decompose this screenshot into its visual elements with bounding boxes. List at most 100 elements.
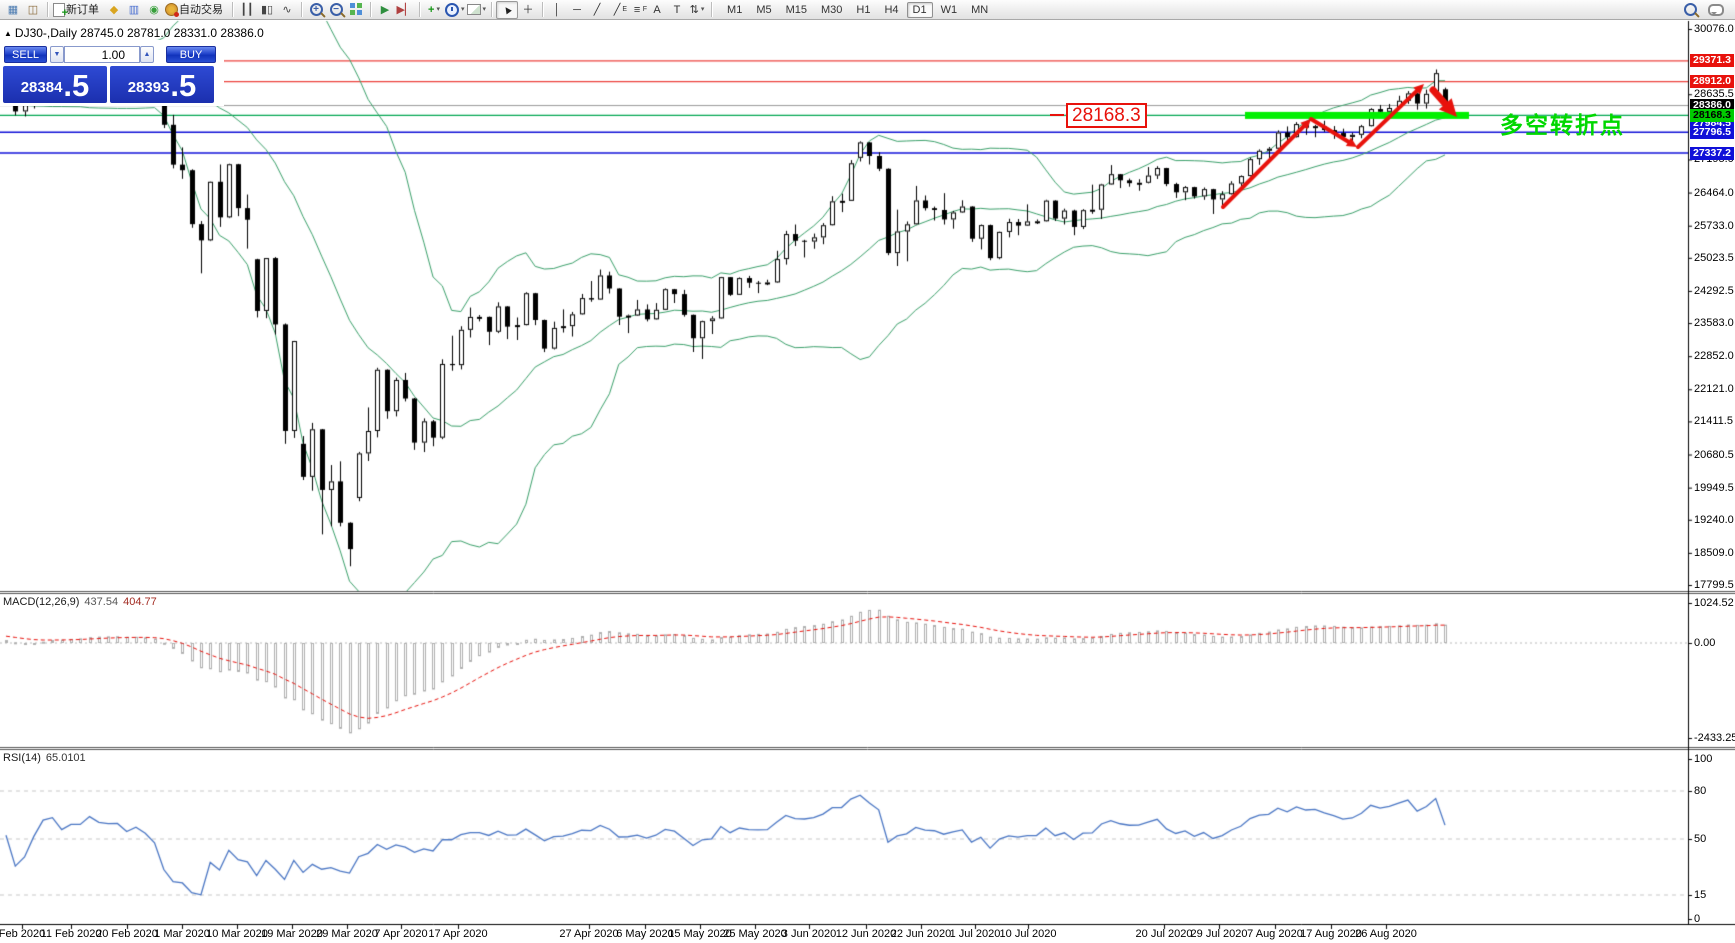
zoom-in-icon[interactable] [306, 2, 326, 18]
chat-icon-glyph [1708, 3, 1724, 16]
date-label: 11 Feb 2020 [40, 928, 102, 940]
channel-icon-glyph: ╱ [613, 3, 621, 16]
sell-price-display[interactable]: 28384 .5 [3, 66, 107, 103]
auto-scroll-icon[interactable]: ▶ [375, 2, 395, 18]
timeframe-m5[interactable]: M5 [756, 3, 772, 16]
rsi-tick-label: 100 [1694, 753, 1713, 765]
timeframe-mn[interactable]: MN [971, 3, 989, 16]
favorites-icon[interactable]: ◆ [104, 2, 124, 18]
date-label: 12 Jun 2020 [835, 928, 897, 940]
line-chart-icon-glyph: ∿ [282, 3, 292, 16]
price-badge: 28168.3 [1690, 108, 1734, 122]
price-badge: 28386.0 [1690, 99, 1734, 113]
timeframe-m1[interactable]: M1 [727, 3, 743, 16]
tile-windows-icon[interactable] [346, 2, 366, 18]
volume-decrease-button[interactable]: ▼ [50, 46, 64, 63]
price-tick-label: 25733.0 [1694, 219, 1734, 232]
chart-window-icon[interactable]: ▦ [3, 2, 23, 18]
vertical-line-icon[interactable]: │ [547, 2, 567, 18]
sep1 [47, 2, 48, 17]
macd-value-main: 437.54 [84, 596, 119, 608]
chart-window-icon-glyph: ▦ [7, 3, 19, 16]
arrows-icon-glyph: ⇅ [689, 3, 699, 16]
date-label: 20 Jul 2020 [1135, 928, 1193, 940]
date-label: 10 Jul 2020 [999, 928, 1057, 940]
timeframes-button[interactable]: ▾ [444, 2, 466, 18]
date-label: Feb 2020 [0, 928, 46, 940]
date-label: 29 Jul 2020 [1190, 928, 1248, 940]
line-chart-icon[interactable]: ∿ [277, 2, 297, 18]
buy-button[interactable]: BUY [166, 46, 216, 63]
crosshair-icon[interactable]: ＋ [518, 2, 538, 18]
timeframe-h1[interactable]: H1 [856, 3, 871, 16]
timeframe-h4[interactable]: H4 [884, 3, 899, 16]
chart-shift-icon[interactable]: ▶▏ [395, 2, 415, 18]
text-label-icon[interactable]: T [667, 2, 687, 18]
price-tick-label: 20680.5 [1694, 448, 1734, 461]
new-order-button[interactable]: 新订单 [52, 2, 104, 21]
sell-button[interactable]: SELL [4, 46, 47, 63]
autotrading-button[interactable]: 自动交易 [164, 2, 228, 18]
trendline-icon-glyph: ╱ [593, 3, 601, 16]
buy-price-frac: .5 [170, 68, 197, 103]
indicators-button[interactable]: + ▾ [428, 3, 440, 16]
timeframe-w1[interactable]: W1 [940, 3, 958, 16]
one-click-trading-panel: SELL ▼ ▲ BUY 28384 .5 28393 .5 [0, 40, 224, 106]
candlestick-chart-icon-glyph: ▮▯ [260, 3, 274, 16]
text-icon[interactable]: A [647, 2, 667, 18]
search-icon-glyph [1683, 3, 1697, 16]
volume-increase-button[interactable]: ▲ [140, 46, 154, 63]
trendline-icon[interactable]: ╱ [587, 2, 607, 18]
date-label: 1 Mar 2020 [154, 928, 210, 940]
date-label: 27 Apr 2020 [559, 928, 619, 940]
candlestick-chart-icon[interactable]: ▮▯ [257, 2, 277, 18]
fibonacci-icon[interactable]: ≡ F [633, 3, 648, 16]
price-tick-label: 17799.5 [1694, 579, 1734, 591]
crosshair-icon-glyph: ＋ [522, 3, 534, 16]
date-label: 17 Aug 2020 [1300, 928, 1362, 940]
price-tick-label: 25023.5 [1694, 251, 1734, 264]
cursor-icon[interactable]: ▲ [496, 0, 519, 19]
date-label: 25 May 2020 [723, 928, 787, 940]
date-label: 7 Apr 2020 [374, 928, 428, 940]
text-label-icon-glyph: T [673, 3, 681, 16]
price-tick-label: 26464.0 [1694, 186, 1734, 199]
data-window-icon[interactable]: ▥ [124, 2, 144, 18]
search-icon[interactable] [1680, 2, 1700, 18]
timeframe-m15[interactable]: M15 [785, 3, 807, 16]
price-badge: 27796.5 [1690, 125, 1734, 139]
zoom-out-icon[interactable] [326, 2, 346, 18]
bar-chart-icon[interactable]: ┃┃ [237, 2, 257, 18]
channel-icon[interactable]: ╱ E [613, 3, 628, 16]
templates-button[interactable]: ▾ [466, 2, 488, 18]
rsi-tick-label: 0 [1694, 913, 1701, 925]
profiles-icon[interactable]: ◫ [23, 2, 43, 18]
chart-shift-icon-glyph: ▶▏ [396, 3, 414, 16]
date-label: 15 May 2020 [668, 928, 732, 940]
buy-price-display[interactable]: 28393 .5 [110, 66, 214, 103]
arrows-icon[interactable]: ⇅ ▾ [689, 3, 705, 16]
horizontal-line-icon[interactable]: ─ [567, 2, 587, 18]
collapse-triangle-icon[interactable]: ▲ [4, 29, 12, 38]
chat-icon[interactable] [1706, 2, 1726, 18]
volume-input[interactable] [64, 46, 140, 63]
macd-tick-label: 0.00 [1694, 637, 1716, 649]
price-tick-label: 19949.5 [1694, 481, 1734, 494]
magm-glyph [329, 2, 343, 18]
sep5 [419, 2, 420, 17]
price-callout-box[interactable]: 28168.3 [1066, 103, 1147, 128]
timeframe-toolbar: M1 M5 M15 M30 H1 H4 D1 W1 MN [720, 1, 995, 18]
pivot-annotation-text[interactable]: 多空转折点 [1500, 112, 1625, 138]
macd-tick-label: 1024.52 [1694, 597, 1734, 609]
profiles-icon-glyph: ◫ [27, 3, 39, 16]
rsi-tick-label: 80 [1694, 785, 1707, 797]
timeframe-m30[interactable]: M30 [821, 3, 843, 16]
timeframe-d1[interactable]: D1 [906, 1, 933, 18]
text-icon-glyph: A [653, 3, 661, 16]
sep2 [232, 2, 233, 17]
date-label: 19 Mar 2020 [261, 928, 323, 940]
sell-price-main: 28384 [20, 79, 63, 96]
tiles-glyph [349, 3, 363, 16]
signals-icon[interactable]: ◉ [144, 2, 164, 18]
